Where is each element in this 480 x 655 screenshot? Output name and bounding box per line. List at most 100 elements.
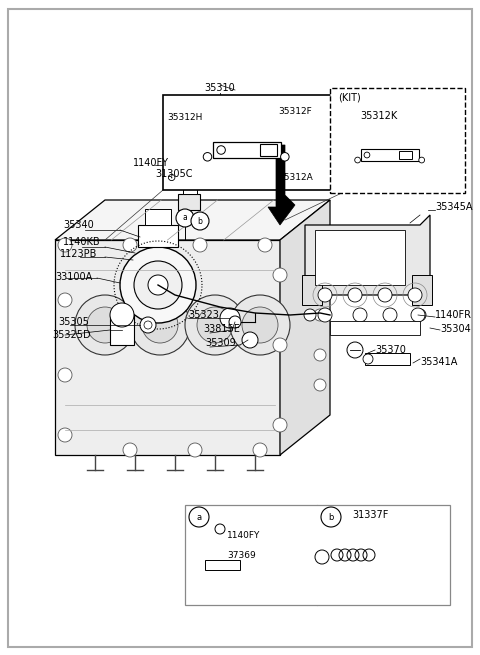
Circle shape [185, 295, 245, 355]
Circle shape [314, 269, 326, 281]
Circle shape [58, 293, 72, 307]
Circle shape [215, 524, 225, 534]
Circle shape [408, 288, 422, 302]
Text: 35312K: 35312K [360, 111, 397, 121]
Bar [315, 230, 405, 285]
Bar [412, 275, 432, 305]
Text: 35325D: 35325D [52, 330, 91, 340]
Circle shape [197, 307, 233, 343]
Circle shape [140, 317, 156, 333]
Text: 35345A: 35345A [435, 202, 472, 212]
Circle shape [134, 261, 182, 309]
Bar [365, 353, 410, 365]
Circle shape [87, 307, 123, 343]
Bar [213, 142, 281, 158]
Text: 35341A: 35341A [420, 357, 457, 367]
Bar [178, 194, 200, 210]
Circle shape [230, 295, 290, 355]
Circle shape [188, 443, 202, 457]
Circle shape [364, 152, 370, 158]
Bar [205, 560, 240, 570]
Circle shape [314, 349, 326, 361]
Circle shape [176, 209, 194, 227]
Text: 31337F: 31337F [352, 510, 388, 520]
Circle shape [110, 303, 134, 327]
Circle shape [242, 332, 258, 348]
Text: 35312H: 35312H [167, 113, 203, 122]
Circle shape [144, 321, 152, 329]
Circle shape [347, 342, 363, 358]
Text: 35370: 35370 [375, 345, 406, 355]
Circle shape [304, 309, 316, 321]
Circle shape [130, 295, 190, 355]
Text: 33100A: 33100A [55, 272, 92, 282]
Bar [110, 315, 134, 345]
Text: 1123PB: 1123PB [60, 249, 97, 259]
Bar [302, 275, 322, 305]
Circle shape [120, 247, 196, 323]
Circle shape [189, 507, 209, 527]
Bar [260, 144, 277, 156]
Text: b: b [198, 217, 203, 225]
Circle shape [242, 307, 278, 343]
Circle shape [383, 308, 397, 322]
Circle shape [273, 418, 287, 432]
Circle shape [348, 288, 362, 302]
Circle shape [315, 550, 329, 564]
Circle shape [318, 288, 332, 302]
Circle shape [321, 507, 341, 527]
Circle shape [258, 238, 272, 252]
Circle shape [355, 157, 360, 163]
Circle shape [191, 212, 209, 230]
Circle shape [363, 354, 373, 364]
Text: 35310: 35310 [204, 83, 235, 93]
Circle shape [314, 309, 326, 321]
Circle shape [148, 275, 168, 295]
Circle shape [203, 153, 212, 161]
Circle shape [58, 428, 72, 442]
Polygon shape [280, 200, 330, 455]
Text: 31305C: 31305C [155, 169, 192, 179]
Polygon shape [55, 200, 330, 240]
Bar [330, 88, 465, 193]
Circle shape [378, 288, 392, 302]
Text: 33815E: 33815E [203, 324, 240, 334]
Bar [163, 95, 348, 190]
Text: 35309: 35309 [205, 338, 236, 348]
Circle shape [193, 238, 207, 252]
Text: b: b [328, 512, 334, 521]
Bar [145, 209, 171, 225]
Polygon shape [305, 215, 430, 295]
Circle shape [75, 295, 135, 355]
Text: 1140FY: 1140FY [227, 531, 260, 540]
Circle shape [314, 379, 326, 391]
Circle shape [253, 443, 267, 457]
Circle shape [411, 308, 425, 322]
Circle shape [229, 316, 241, 328]
Text: 1140KB: 1140KB [63, 237, 101, 247]
Circle shape [58, 368, 72, 382]
Text: (KIT): (KIT) [338, 93, 361, 103]
Text: a: a [182, 214, 187, 223]
Bar [183, 184, 197, 194]
Circle shape [314, 229, 326, 241]
Text: 35340: 35340 [63, 220, 94, 230]
Text: 1140FY: 1140FY [133, 158, 169, 168]
Text: 35312A: 35312A [278, 174, 313, 183]
Circle shape [220, 308, 240, 328]
Text: 35305: 35305 [58, 317, 89, 327]
Circle shape [273, 338, 287, 352]
Text: 35304: 35304 [440, 324, 471, 334]
Circle shape [217, 146, 225, 154]
Circle shape [353, 308, 367, 322]
Polygon shape [268, 145, 295, 225]
Circle shape [318, 308, 332, 322]
Circle shape [123, 238, 137, 252]
Text: 1140FR: 1140FR [435, 310, 472, 320]
Circle shape [142, 307, 178, 343]
Text: 37369: 37369 [227, 550, 256, 559]
Bar [330, 321, 420, 335]
Text: a: a [196, 512, 202, 521]
Circle shape [273, 268, 287, 282]
Bar [361, 149, 419, 162]
